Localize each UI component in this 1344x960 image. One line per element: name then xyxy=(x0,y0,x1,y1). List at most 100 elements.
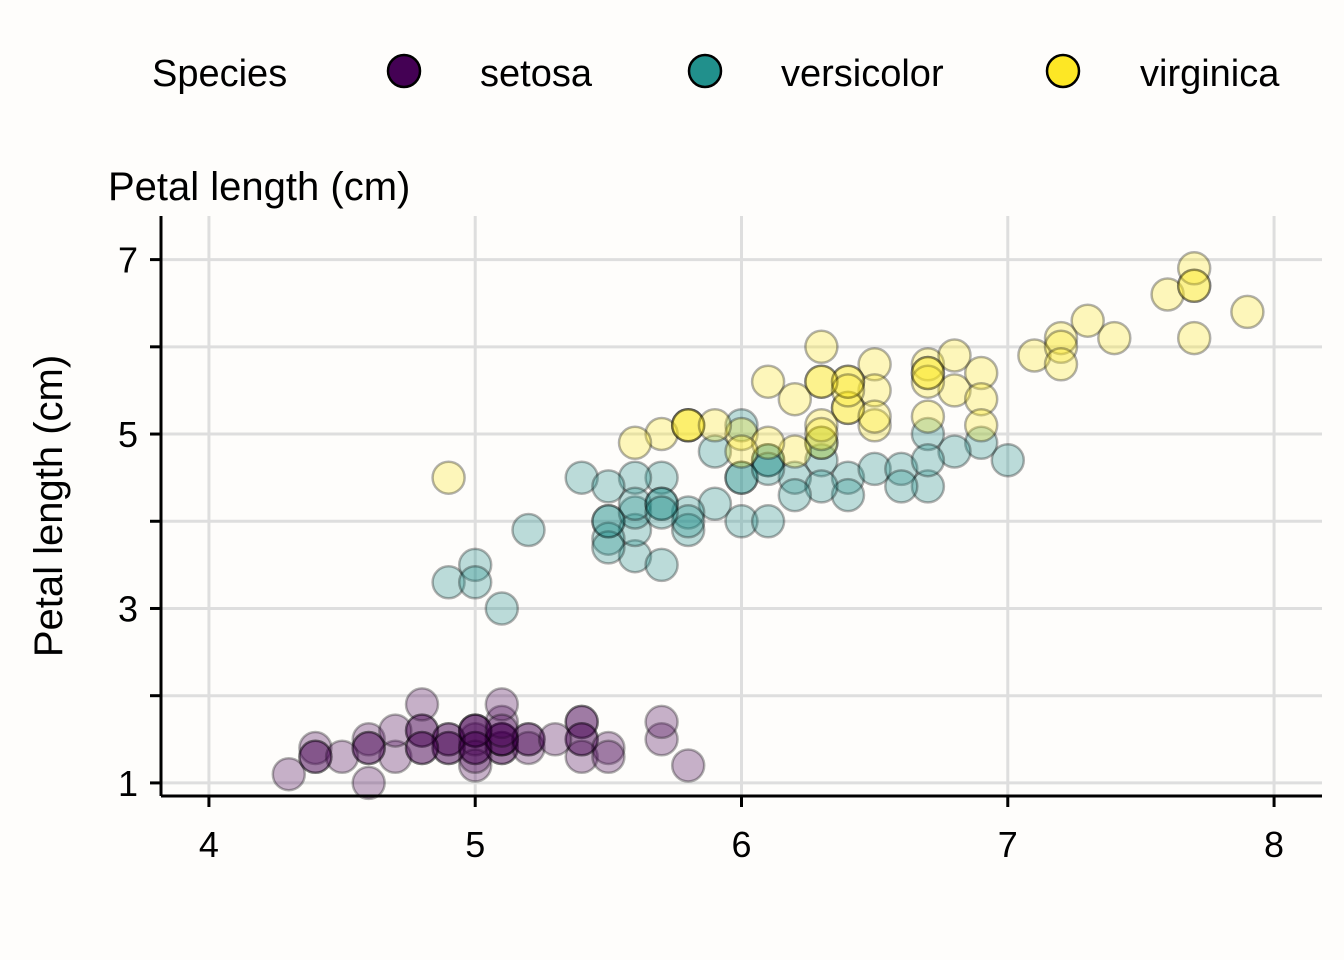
data-point-virginica xyxy=(670,408,706,443)
data-point-setosa xyxy=(484,722,520,757)
data-point-setosa xyxy=(511,722,546,757)
data-point-setosa xyxy=(378,713,413,748)
data-point-virginica xyxy=(830,364,866,399)
data-point-virginica xyxy=(910,399,946,434)
data-point-virginica xyxy=(910,347,946,382)
axes: 4 5 6 7 8 1 3 5 7 xyxy=(118,216,1322,865)
data-point-setosa xyxy=(511,722,546,757)
y-tick-label: 1 xyxy=(118,763,138,804)
data-point-setosa xyxy=(431,730,466,766)
data-point-setosa xyxy=(644,704,679,740)
data-point-versicolor xyxy=(804,469,839,504)
data-point-versicolor xyxy=(511,512,546,548)
data-point-setosa xyxy=(431,730,466,766)
data-point-virginica xyxy=(910,364,946,399)
data-point-setosa xyxy=(457,713,493,748)
data-point-versicolor xyxy=(644,495,679,530)
data-point-virginica xyxy=(804,364,839,399)
data-point-setosa xyxy=(404,713,440,748)
x-tick-label: 4 xyxy=(199,824,219,865)
legend-entry-versicolor: versicolor xyxy=(687,53,944,95)
data-point-setosa xyxy=(431,722,466,757)
legend: Species setosa versicolor virginica xyxy=(152,53,1280,95)
data-point-virginica xyxy=(963,355,999,391)
data-point-setosa xyxy=(457,730,493,766)
data-point-virginica xyxy=(830,373,866,408)
data-point-versicolor xyxy=(910,469,946,504)
chart-title: Petal length (cm) xyxy=(108,165,410,209)
data-point-setosa xyxy=(484,722,520,757)
data-point-versicolor xyxy=(750,442,786,478)
y-tick-label: 7 xyxy=(118,240,138,281)
data-point-versicolor xyxy=(910,442,946,478)
data-point-virginica xyxy=(750,364,786,399)
data-point-versicolor xyxy=(937,434,972,469)
data-point-virginica xyxy=(777,381,813,417)
data-point-setosa xyxy=(511,730,546,766)
data-point-versicolor xyxy=(697,486,733,522)
legend-title: Species xyxy=(152,53,287,95)
data-point-virginica xyxy=(910,355,946,391)
data-point-virginica xyxy=(804,329,839,365)
data-point-virginica xyxy=(804,408,839,443)
data-point-versicolor xyxy=(804,425,839,461)
data-point-setosa xyxy=(404,730,440,766)
data-points xyxy=(271,251,1265,801)
data-point-versicolor xyxy=(457,565,493,600)
data-point-setosa xyxy=(564,704,599,740)
data-point-setosa xyxy=(404,730,440,766)
data-point-virginica xyxy=(1150,277,1185,312)
data-point-versicolor xyxy=(777,477,813,513)
data-point-setosa xyxy=(431,722,466,757)
data-point-versicolor xyxy=(990,442,1026,478)
data-point-versicolor xyxy=(617,512,653,548)
data-point-setosa xyxy=(351,722,386,757)
x-tick-label: 7 xyxy=(998,824,1018,865)
data-point-versicolor xyxy=(724,504,759,539)
data-point-virginica xyxy=(1097,320,1132,356)
data-point-setosa xyxy=(351,730,386,766)
legend-label-setosa: setosa xyxy=(480,53,593,95)
data-point-virginica xyxy=(1176,251,1212,286)
data-point-setosa xyxy=(271,756,307,792)
data-point-versicolor xyxy=(963,425,999,461)
data-point-virginica xyxy=(1070,303,1105,338)
data-point-setosa xyxy=(457,713,493,748)
legend-label-virginica: virginica xyxy=(1140,53,1280,95)
data-point-versicolor xyxy=(910,416,946,452)
x-tick-label: 5 xyxy=(465,824,485,865)
data-point-versicolor xyxy=(750,504,786,539)
legend-label-versicolor: versicolor xyxy=(781,53,944,95)
data-point-virginica xyxy=(857,373,892,408)
data-point-versicolor xyxy=(644,486,679,522)
data-point-virginica xyxy=(1043,329,1079,365)
data-point-versicolor xyxy=(591,469,626,504)
y-tick-label: 5 xyxy=(118,414,138,455)
data-point-virginica xyxy=(830,390,866,426)
data-point-virginica xyxy=(750,425,786,461)
data-point-setosa xyxy=(484,730,520,766)
data-point-virginica xyxy=(670,408,706,443)
data-point-virginica xyxy=(1230,294,1265,330)
data-point-setosa xyxy=(484,713,520,748)
data-point-versicolor xyxy=(484,591,520,626)
data-point-setosa xyxy=(484,687,520,722)
data-point-virginica xyxy=(857,347,892,382)
data-point-versicolor xyxy=(617,538,653,574)
data-point-setosa xyxy=(670,748,706,783)
data-point-virginica xyxy=(804,425,839,461)
data-point-setosa xyxy=(457,722,493,757)
data-point-virginica xyxy=(910,355,946,391)
data-point-versicolor xyxy=(670,504,706,539)
data-point-virginica xyxy=(697,408,733,443)
legend-entry-virginica: virginica xyxy=(1045,53,1280,95)
data-point-setosa xyxy=(404,687,440,722)
data-point-virginica xyxy=(857,408,892,443)
data-point-versicolor xyxy=(724,460,759,495)
data-point-versicolor xyxy=(777,460,813,495)
data-point-virginica xyxy=(617,425,653,461)
data-point-versicolor xyxy=(564,460,599,495)
data-point-virginica xyxy=(830,364,866,399)
data-point-versicolor xyxy=(724,408,759,443)
